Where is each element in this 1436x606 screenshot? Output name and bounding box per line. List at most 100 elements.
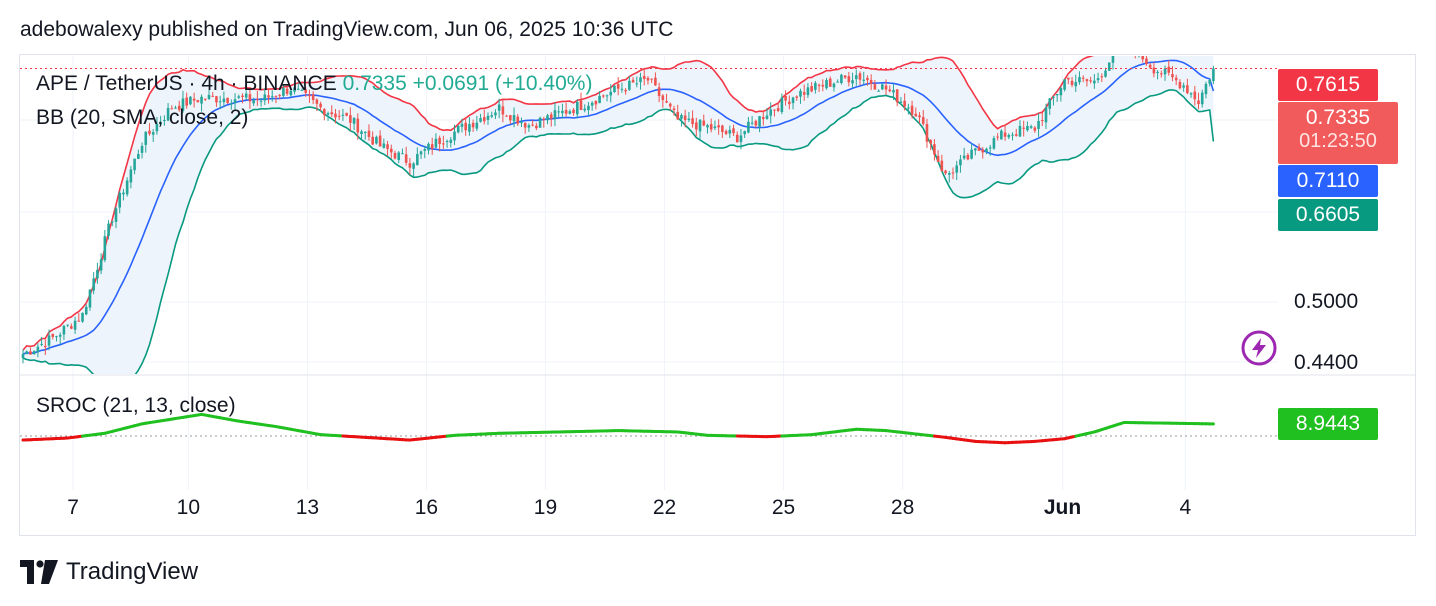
- candle-body: [129, 169, 133, 183]
- candle-body: [609, 91, 613, 96]
- candle-body: [408, 163, 412, 168]
- candle-body: [70, 326, 73, 329]
- candle-body: [96, 269, 99, 279]
- candle-body: [1026, 126, 1029, 131]
- candle-body: [1174, 77, 1178, 81]
- x-tick-label: 28: [890, 496, 915, 519]
- candle-body: [590, 102, 594, 106]
- candle-body: [668, 103, 672, 107]
- candle-body: [903, 100, 906, 107]
- candle-body: [404, 154, 408, 163]
- candle-body: [869, 79, 873, 85]
- candle-body: [802, 92, 806, 95]
- candle-body: [382, 143, 386, 148]
- candle-body: [687, 118, 691, 120]
- price-tag-value: 0.7335: [1305, 106, 1371, 129]
- candle-body: [482, 117, 486, 122]
- candle-body: [267, 95, 270, 98]
- sroc-indicator: [20, 412, 1278, 445]
- candle-body: [230, 103, 233, 105]
- candle-body: [646, 77, 650, 81]
- candle-body: [278, 94, 281, 96]
- lightning-icon[interactable]: [1240, 329, 1278, 367]
- candle-body: [784, 95, 787, 101]
- candle-body: [765, 115, 769, 119]
- candle-body: [840, 74, 843, 83]
- candle-body: [125, 180, 129, 195]
- candle-body: [921, 117, 925, 124]
- candle-body: [661, 95, 665, 101]
- candle-body: [468, 124, 471, 132]
- candle-body: [1093, 80, 1096, 84]
- candle-body: [535, 125, 538, 129]
- candle-body: [218, 101, 222, 103]
- candle-body: [1134, 49, 1137, 55]
- candle-body: [389, 148, 393, 153]
- bb-legend[interactable]: BB (20, SMA, close, 2): [36, 106, 249, 129]
- candle-body: [363, 131, 367, 133]
- candle-body: [572, 109, 575, 114]
- candle-body: [84, 306, 88, 315]
- candle-body: [814, 82, 817, 90]
- candle-body: [133, 158, 136, 171]
- candle-body: [549, 114, 553, 119]
- candle-body: [151, 132, 155, 135]
- candle-body: [497, 104, 501, 111]
- candle-body: [706, 125, 709, 128]
- candle-body: [1208, 80, 1211, 84]
- candle-body: [438, 137, 441, 144]
- candle-body: [166, 108, 170, 121]
- candle-body: [1141, 56, 1145, 60]
- x-tick-label: 16: [414, 496, 439, 519]
- candle-body: [285, 88, 289, 94]
- candle-body: [1186, 85, 1189, 94]
- candle-body: [602, 95, 605, 97]
- candle-body: [185, 97, 188, 106]
- candle-body: [799, 90, 802, 97]
- candle-body: [750, 122, 754, 124]
- candle-body: [222, 98, 226, 103]
- candle-body: [561, 110, 564, 114]
- candle-body: [992, 138, 996, 149]
- candle-body: [29, 351, 32, 355]
- candle-body: [110, 221, 114, 223]
- candle-body: [241, 95, 244, 97]
- candle-body: [148, 130, 151, 134]
- candle-body: [494, 112, 497, 116]
- candle-body: [397, 152, 401, 161]
- candle-body: [1156, 71, 1159, 73]
- candle-body: [456, 126, 460, 133]
- candle-body: [758, 116, 761, 127]
- candle-body: [203, 98, 207, 100]
- candle-body: [1145, 58, 1148, 65]
- candle-body: [107, 223, 110, 236]
- candle-body: [977, 146, 981, 151]
- y-tick-label: 0.5000: [1294, 290, 1359, 313]
- candle-body: [527, 125, 531, 128]
- candle-body: [709, 124, 713, 130]
- candle-body: [1085, 79, 1089, 82]
- candle-body: [642, 75, 646, 79]
- x-tick-label: 25: [771, 496, 796, 519]
- candle-body: [66, 324, 69, 326]
- sroc-legend[interactable]: SROC (21, 13, close): [36, 394, 236, 417]
- candle-body: [988, 147, 992, 149]
- lower-band-line: [22, 89, 1215, 374]
- candle-body: [538, 117, 542, 128]
- candle-body: [1115, 47, 1118, 49]
- candle-body: [44, 345, 47, 348]
- candle-body: [974, 148, 977, 151]
- candle-body: [966, 155, 970, 160]
- candle-body: [256, 98, 259, 100]
- candle-body: [862, 79, 866, 81]
- candle-body: [226, 97, 229, 103]
- brand-name: TradingView: [66, 558, 199, 585]
- candle-body: [393, 152, 397, 159]
- candle-body: [713, 126, 717, 129]
- candle-body: [1018, 125, 1022, 137]
- candle-body: [345, 112, 348, 116]
- tradingview-brand[interactable]: TradingView: [20, 558, 198, 586]
- candle-body: [1204, 83, 1208, 95]
- candle-body: [1003, 132, 1007, 137]
